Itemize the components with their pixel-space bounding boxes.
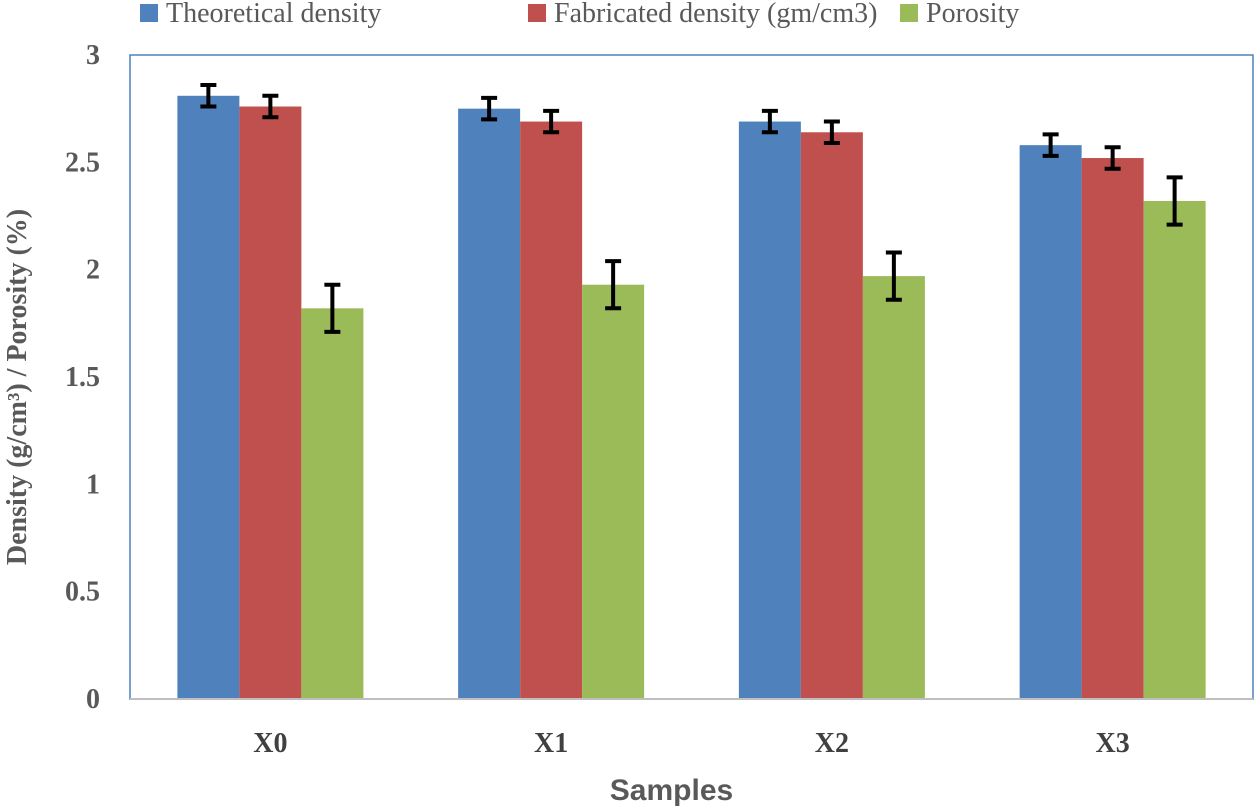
error-bar-x1-series-1 bbox=[481, 95, 498, 122]
error-bar-x1-series-2 bbox=[543, 108, 560, 135]
legend-item: Fabricated density (gm/cm3) bbox=[528, 0, 877, 29]
bar-x0-series-1 bbox=[177, 95, 240, 699]
error-bars bbox=[200, 83, 1183, 334]
y-axis-ticks: 0 0.5 1 1.5 2 2.5 3 bbox=[65, 40, 100, 715]
bar-x1-series-2 bbox=[520, 121, 583, 699]
error-bar-x2-series-1 bbox=[761, 108, 778, 135]
bar-x3-series-1 bbox=[1019, 145, 1082, 699]
bar-x2-series-3 bbox=[862, 276, 925, 699]
y-tick-label: 2 bbox=[86, 255, 100, 286]
x-axis-label: Samples bbox=[610, 774, 733, 807]
bar-x1-series-3 bbox=[582, 284, 645, 699]
error-bar-x3-series-1 bbox=[1042, 132, 1059, 158]
bar-x0-series-3 bbox=[301, 308, 364, 699]
error-bar-x1-series-3 bbox=[605, 259, 622, 311]
legend-swatch bbox=[900, 4, 918, 22]
x-category-label: X3 bbox=[1096, 728, 1130, 759]
legend-label: Fabricated density (gm/cm3) bbox=[554, 0, 877, 29]
legend-item: Porosity bbox=[900, 0, 1019, 29]
error-bar-x3-series-2 bbox=[1104, 145, 1121, 171]
y-tick-label: 1.5 bbox=[65, 362, 100, 393]
bar-x1-series-1 bbox=[458, 108, 521, 699]
bars bbox=[177, 95, 1206, 700]
y-tick-label: 1 bbox=[86, 469, 100, 500]
error-bar-x0-series-3 bbox=[324, 282, 341, 334]
y-tick-label: 0.5 bbox=[65, 577, 100, 608]
legend-label: Porosity bbox=[926, 0, 1019, 29]
legend-item: Theoretical density bbox=[140, 0, 381, 29]
error-bar-x2-series-3 bbox=[885, 250, 902, 302]
x-category-label: X1 bbox=[534, 728, 568, 759]
error-bar-x0-series-1 bbox=[200, 83, 217, 109]
legend-label: Theoretical density bbox=[166, 0, 381, 29]
x-axis-categories: X0 X1 X2 X3 bbox=[253, 728, 1129, 759]
legend-swatch bbox=[528, 4, 546, 22]
error-bar-x2-series-2 bbox=[823, 119, 840, 146]
bar-x2-series-2 bbox=[800, 132, 863, 699]
y-tick-label: 2.5 bbox=[65, 147, 100, 178]
bar-x3-series-2 bbox=[1081, 158, 1144, 700]
x-category-label: X0 bbox=[253, 728, 287, 759]
legend: Theoretical density Fabricated density (g… bbox=[140, 0, 1019, 29]
x-category-label: X2 bbox=[815, 728, 849, 759]
error-bar-x0-series-2 bbox=[262, 93, 279, 120]
y-axis-label: Density (g/cm³) / Porosity (%) bbox=[2, 209, 33, 565]
bar-x2-series-1 bbox=[738, 121, 801, 699]
y-tick-label: 0 bbox=[86, 684, 100, 715]
bar-x0-series-2 bbox=[239, 106, 302, 699]
y-tick-label: 3 bbox=[86, 40, 100, 71]
bar-x3-series-3 bbox=[1143, 200, 1206, 699]
legend-swatch bbox=[140, 4, 158, 22]
error-bar-x3-series-3 bbox=[1166, 175, 1183, 227]
